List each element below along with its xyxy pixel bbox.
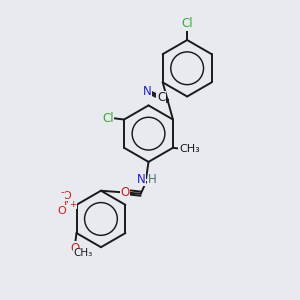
Text: O: O — [120, 186, 130, 199]
Text: O: O — [57, 206, 66, 216]
Text: N: N — [136, 172, 145, 186]
Text: C: C — [157, 91, 165, 104]
Text: Cl: Cl — [102, 112, 113, 124]
Text: N: N — [142, 85, 151, 98]
Text: H: H — [148, 172, 157, 186]
Text: O: O — [70, 242, 80, 255]
Text: -: - — [60, 188, 64, 197]
Text: CH₃: CH₃ — [74, 248, 93, 258]
Text: Cl: Cl — [181, 17, 193, 30]
Text: CH₃: CH₃ — [179, 144, 200, 154]
Text: N: N — [64, 199, 72, 209]
Text: +: + — [69, 200, 76, 209]
Text: O: O — [63, 191, 71, 201]
